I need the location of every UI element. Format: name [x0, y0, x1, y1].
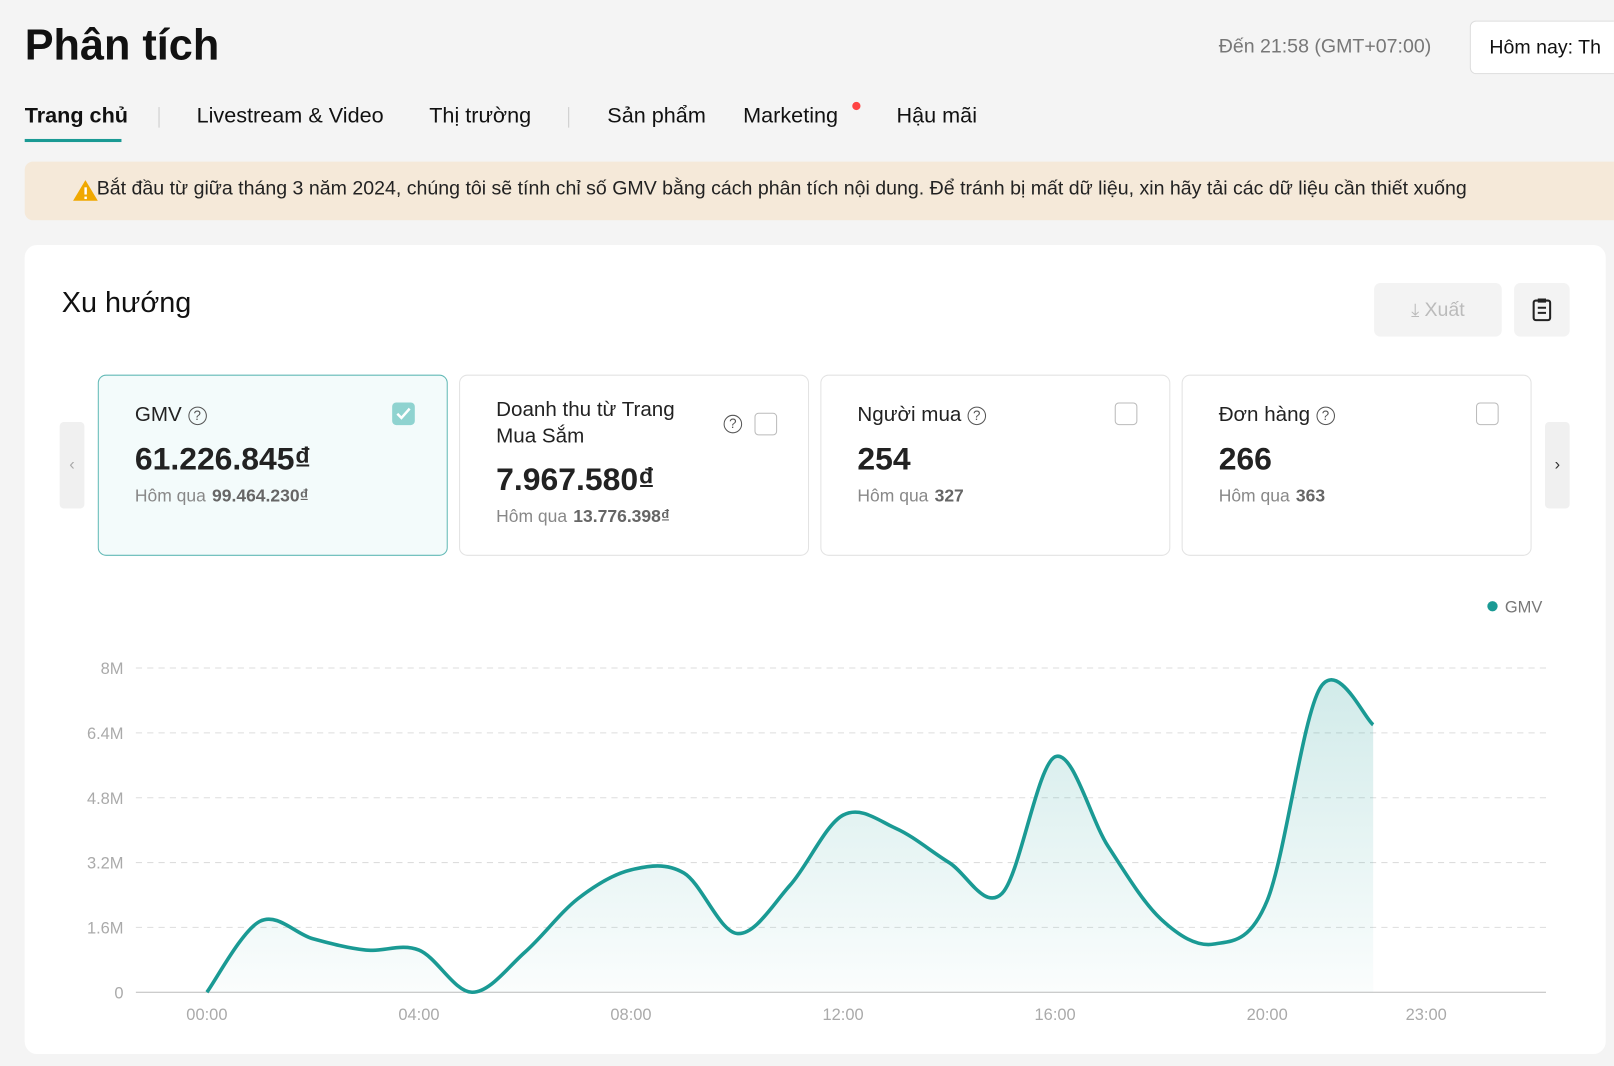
metric-previous: Hôm qua 327	[857, 486, 963, 507]
help-icon[interactable]: ?	[1316, 406, 1335, 425]
help-icon[interactable]: ?	[967, 406, 987, 425]
previous-label: Hôm qua	[496, 506, 568, 526]
notice-text: Bắt đầu từ giữa tháng 3 năm 2024, chúng …	[96, 178, 1467, 200]
previous-value: 327	[934, 485, 964, 506]
checkbox[interactable]	[392, 402, 415, 426]
y-tick-label: 0	[114, 984, 123, 1002]
tab-indicator	[24, 138, 122, 143]
area	[206, 679, 1374, 993]
previous-label: Hôm qua	[1218, 485, 1290, 506]
x-tick-label: 16:00	[1035, 1006, 1076, 1024]
update-time: Đến 21:58 (GMT+07:00)	[1218, 36, 1432, 58]
line	[205, 678, 1375, 995]
x-tick-label: 12:00	[822, 1006, 863, 1024]
metric-card[interactable]: GMV? 61.226.845₫ Hôm qua 99.464.230₫	[97, 374, 448, 556]
warning-icon	[73, 180, 98, 201]
previous-label: Hôm qua	[134, 485, 206, 506]
y-tick-label: 1.6M	[87, 920, 124, 938]
export-button[interactable]: ⤓ Xuất	[1374, 283, 1502, 337]
metric-card[interactable]: Đơn hàng? 266 Hôm qua 363	[1181, 374, 1532, 556]
tab[interactable]: Marketing	[743, 103, 839, 128]
x-tick-label: 04:00	[398, 1006, 439, 1024]
tab[interactable]: Thị trường	[429, 103, 532, 128]
metric-label-text: Người mua	[857, 403, 962, 427]
metric-previous: Hôm qua 99.464.230₫	[135, 486, 309, 507]
y-tick-label: 8M	[101, 660, 124, 678]
help-icon[interactable]: ?	[723, 414, 743, 434]
legend-label: GMV	[1505, 598, 1543, 616]
date-picker[interactable]: Hôm nay: Th	[1469, 20, 1614, 75]
tab[interactable]: Hậu mãi	[896, 103, 978, 128]
metric-previous: Hôm qua 363	[1219, 486, 1325, 507]
previous-value: 99.464.230₫	[212, 485, 309, 506]
help-icon[interactable]: ?	[187, 406, 207, 425]
metric-value: 61.226.845₫	[134, 440, 311, 477]
notice-banner: Bắt đầu từ giữa tháng 3 năm 2024, chúng …	[24, 161, 1614, 221]
y-tick-label: 3.2M	[87, 855, 124, 873]
x-tick-label: 00:00	[186, 1006, 227, 1024]
legend-marker	[1487, 601, 1498, 612]
divider	[158, 107, 160, 128]
metric-label: Doanh thu từ Trang Mua Sắm?	[496, 396, 743, 450]
metric-label-text: Doanh thu từ Trang Mua Sắm	[496, 398, 675, 448]
metric-label: Người mua?	[857, 403, 987, 427]
metric-label-text: GMV	[134, 403, 182, 427]
tab[interactable]: Sản phẩm	[607, 103, 706, 128]
checkbox[interactable]	[754, 412, 778, 436]
metric-card[interactable]: Doanh thu từ Trang Mua Sắm? 7.967.580₫ Hôm…	[459, 374, 810, 556]
y-tick-label: 4.8M	[87, 790, 124, 808]
section-title: Xu hướng	[61, 286, 192, 319]
previous-value: 13.776.398₫	[573, 506, 670, 526]
tab[interactable]: Trang chủ	[24, 103, 129, 128]
metric-label-text: Đơn hàng	[1218, 403, 1311, 427]
report-button[interactable]	[1514, 283, 1570, 337]
carousel-prev[interactable]: ‹	[59, 422, 85, 509]
clipboard-icon	[1532, 298, 1552, 322]
metric-value: 254	[857, 440, 911, 477]
metric-previous: Hôm qua 13.776.398₫	[496, 506, 670, 527]
tab[interactable]: Livestream & Video	[196, 103, 384, 128]
checkbox[interactable]	[1114, 402, 1138, 426]
x-tick-label: 20:00	[1247, 1006, 1288, 1024]
y-tick-label: 6.4M	[87, 725, 124, 743]
page-title: Phân tích	[24, 20, 220, 69]
metric-label: GMV?	[135, 403, 207, 427]
metric-value: 266	[1218, 440, 1272, 477]
chart: 0 1.6M 3.2M 4.8M 6.4M 8M 00:00 04:00 08:00 12:00 1…	[87, 598, 1547, 1024]
x-tick-label: 08:00	[610, 1006, 651, 1024]
metric-card[interactable]: Người mua? 254 Hôm qua 327	[820, 374, 1171, 556]
divider	[568, 107, 570, 128]
notification-dot	[852, 101, 861, 111]
previous-label: Hôm qua	[857, 485, 929, 506]
carousel-next[interactable]: ›	[1544, 422, 1570, 509]
x-tick-label: 23:00	[1406, 1006, 1447, 1024]
previous-value: 363	[1295, 485, 1326, 506]
metric-value: 7.967.580₫	[496, 461, 655, 498]
metric-label: Đơn hàng?	[1219, 403, 1335, 427]
checkbox[interactable]	[1476, 402, 1499, 426]
export-label: Xuất	[1424, 299, 1465, 322]
